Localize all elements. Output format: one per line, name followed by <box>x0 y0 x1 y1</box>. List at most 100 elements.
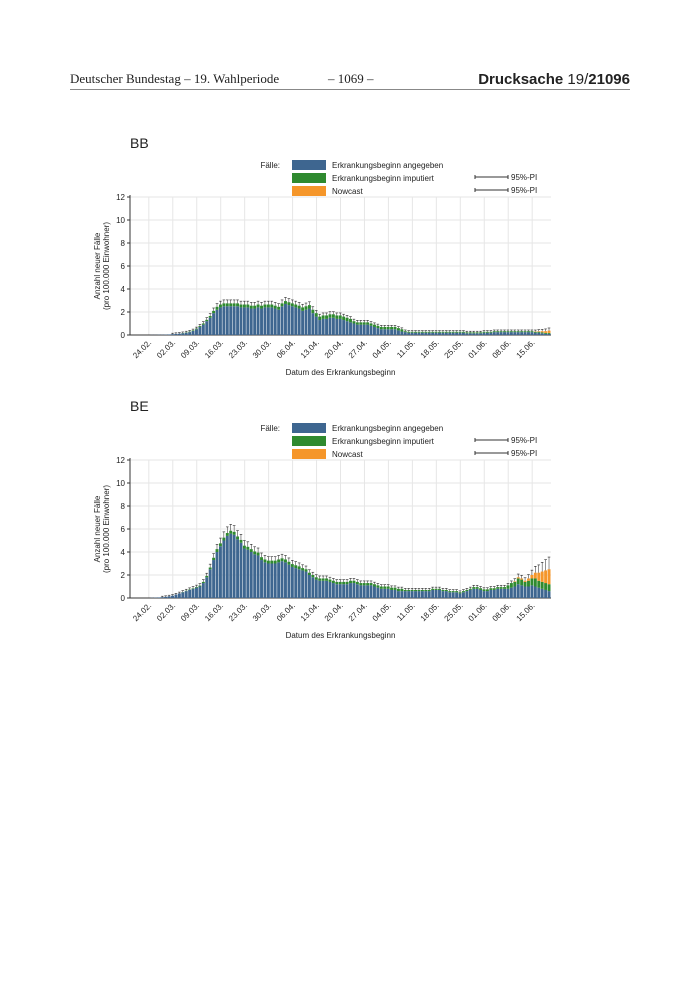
bar-angegeben <box>160 597 164 598</box>
bar-imputiert <box>201 581 205 584</box>
header-rule <box>70 89 630 90</box>
bar-imputiert <box>396 328 400 331</box>
bar-angegeben <box>290 306 294 335</box>
x-tick-label: 16.03. <box>203 338 225 360</box>
bar-angegeben <box>284 303 287 335</box>
bar-angegeben <box>403 332 407 335</box>
bar-angegeben <box>475 588 479 598</box>
bar-imputiert <box>444 589 448 592</box>
bar-angegeben <box>331 583 335 598</box>
bar-imputiert <box>417 331 421 333</box>
bar-angegeben <box>468 333 472 335</box>
bar-imputiert <box>287 302 291 306</box>
bar-angegeben <box>451 592 455 598</box>
bar-angegeben <box>503 332 506 335</box>
bar-angegeben <box>509 587 513 598</box>
bar-angegeben <box>208 317 212 335</box>
bar-imputiert <box>325 578 329 581</box>
bar-angegeben <box>335 584 339 598</box>
legend-swatch <box>292 160 326 170</box>
bar-imputiert <box>307 572 311 575</box>
bar-imputiert <box>362 322 366 325</box>
bar-angegeben <box>253 554 257 598</box>
bar-angegeben <box>530 332 534 335</box>
x-tick-label: 04.05. <box>371 601 393 623</box>
bar-imputiert <box>294 304 298 308</box>
bar-imputiert <box>441 589 445 592</box>
bar-angegeben <box>284 562 287 598</box>
bar-imputiert <box>249 305 253 309</box>
bar-angegeben <box>434 332 438 335</box>
bar-imputiert <box>523 331 527 333</box>
legend-swatch <box>292 173 326 183</box>
bar-imputiert <box>513 581 517 587</box>
bar-imputiert <box>225 533 229 536</box>
bar-angegeben <box>530 585 534 598</box>
bar-imputiert <box>355 581 359 585</box>
bar-imputiert <box>225 303 229 307</box>
bar-angegeben <box>171 595 174 598</box>
pi-legend-label: 95%-PI <box>511 173 537 182</box>
bar-angegeben <box>266 307 270 335</box>
bar-angegeben <box>280 561 284 598</box>
bar-imputiert <box>379 586 383 589</box>
bar-angegeben <box>188 589 192 598</box>
bar-angegeben <box>441 591 445 598</box>
bar-imputiert <box>242 545 246 549</box>
bar-angegeben <box>520 332 524 335</box>
bar-imputiert <box>417 589 421 592</box>
bar-angegeben <box>485 332 489 335</box>
legend-swatch <box>292 423 326 433</box>
bar-imputiert <box>208 567 212 570</box>
bar-angegeben <box>400 591 404 598</box>
x-tick-label: 06.04. <box>275 338 297 360</box>
bar-imputiert <box>407 331 411 333</box>
bar-angegeben <box>167 334 171 335</box>
bar-angegeben <box>431 332 435 335</box>
bar-imputiert <box>438 588 441 590</box>
x-tick-label: 11.05. <box>395 338 417 360</box>
bar-imputiert <box>266 560 270 564</box>
bar-angegeben <box>321 580 325 598</box>
legend-label: Nowcast <box>332 187 363 196</box>
bar-imputiert <box>503 587 506 589</box>
y-axis-label: Anzahl neuer Fälle <box>93 232 102 299</box>
bar-nowcast <box>520 578 524 580</box>
bar-imputiert <box>458 331 462 333</box>
bar-angegeben <box>328 581 332 598</box>
bar-angegeben <box>157 597 161 598</box>
bar-imputiert <box>383 326 387 330</box>
bar-imputiert <box>345 581 349 585</box>
bar-imputiert <box>335 581 339 585</box>
bar-angegeben <box>287 305 291 335</box>
bar-angegeben <box>393 589 397 598</box>
bar-imputiert <box>253 551 257 555</box>
document-number-prefix: Drucksache <box>478 71 564 88</box>
bar-imputiert <box>232 303 236 307</box>
bar-angegeben <box>311 313 315 335</box>
bar-imputiert <box>403 331 407 333</box>
bar-imputiert <box>215 306 219 310</box>
bar-imputiert <box>205 319 209 322</box>
bar-angegeben <box>345 584 349 598</box>
bar-angegeben <box>475 333 479 335</box>
bar-angegeben <box>396 330 400 335</box>
bar-angegeben <box>444 332 448 335</box>
bar-angegeben <box>167 596 171 598</box>
bar-imputiert <box>393 587 397 590</box>
bar-imputiert <box>434 588 438 590</box>
bar-angegeben <box>181 333 185 335</box>
bar-nowcast <box>544 570 548 584</box>
bar-angegeben <box>201 324 205 335</box>
bar-imputiert <box>345 317 349 322</box>
bar-angegeben <box>177 593 181 598</box>
bar-angegeben <box>342 320 346 335</box>
bar-angegeben <box>513 586 517 598</box>
bar-imputiert <box>218 304 222 308</box>
bar-imputiert <box>523 581 527 587</box>
legend-swatch <box>292 449 326 459</box>
bar-angegeben <box>414 332 417 335</box>
bar-angegeben <box>229 306 233 335</box>
bar-angegeben <box>325 580 329 598</box>
